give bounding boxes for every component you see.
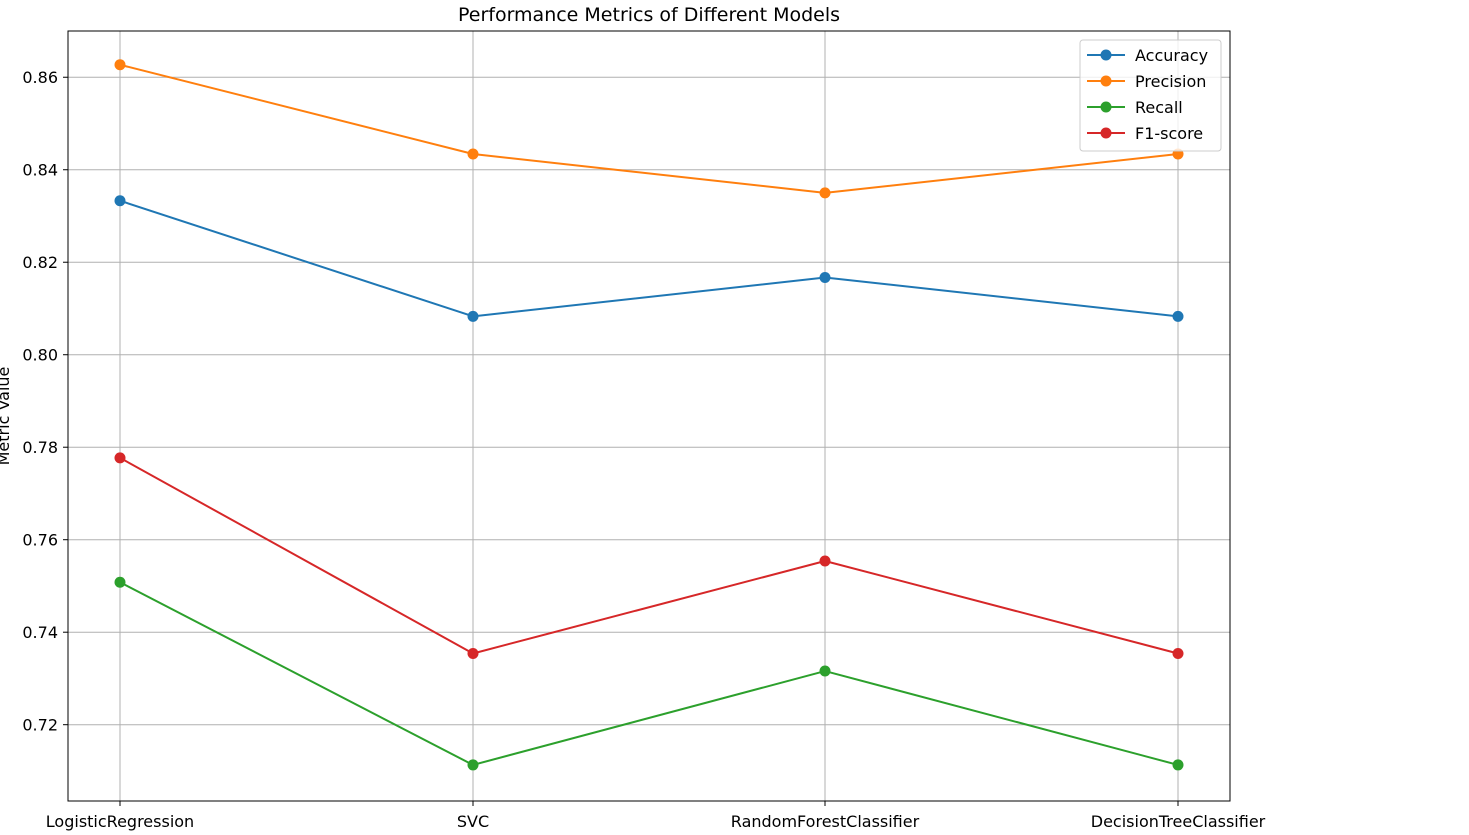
- legend-box: [1079, 39, 1222, 152]
- y-tick-label: 0.72: [22, 716, 58, 735]
- x-tick-label: LogisticRegression: [46, 812, 194, 831]
- y-tick-label: 0.78: [22, 438, 58, 457]
- y-tick-label: 0.84: [22, 161, 58, 180]
- legend-entry: Accuracy: [1087, 46, 1208, 65]
- legend-label: F1-score: [1135, 124, 1203, 143]
- x-tick-label: SVC: [457, 812, 489, 831]
- series-layer: [114, 59, 1184, 771]
- series-precision: [114, 59, 1184, 199]
- legend-swatch-marker: [1100, 49, 1112, 61]
- y-axis-label: Metric Value: [0, 367, 13, 466]
- grid: [68, 31, 1230, 801]
- series-f1-score: [114, 452, 1184, 659]
- legend-entry: Precision: [1087, 72, 1206, 91]
- series-line: [119, 581, 1179, 766]
- y-tick-label: 0.74: [22, 623, 58, 642]
- data-point: [1172, 759, 1184, 771]
- series-line: [119, 456, 1179, 655]
- data-point: [467, 310, 479, 322]
- data-point: [1172, 310, 1184, 322]
- legend-swatch-marker: [1100, 75, 1112, 87]
- y-tick-label: 0.82: [22, 253, 58, 272]
- data-point: [467, 148, 479, 160]
- legend-swatch-marker: [1100, 101, 1112, 113]
- y-tick-label: 0.76: [22, 531, 58, 550]
- data-point: [114, 195, 126, 207]
- chart-title: Performance Metrics of Different Models: [458, 4, 840, 26]
- legend: Accuracy Precision Recall F1-score: [1079, 39, 1222, 152]
- plot-frame: [67, 30, 1231, 802]
- legend-label: Precision: [1135, 72, 1206, 91]
- x-tick-label: RandomForestClassifier: [731, 812, 920, 831]
- data-point: [819, 555, 831, 567]
- data-point: [819, 665, 831, 677]
- legend-label: Recall: [1135, 98, 1183, 117]
- legend-swatch-marker: [1100, 127, 1112, 139]
- data-point: [819, 187, 831, 199]
- legend-entry: Recall: [1087, 98, 1183, 117]
- data-point: [467, 759, 479, 771]
- y-tick-label: 0.80: [22, 346, 58, 365]
- series-recall: [114, 576, 1184, 771]
- axes: LogisticRegression SVC RandomForestClassif…: [22, 68, 1265, 831]
- series-line: [119, 63, 1179, 194]
- data-point: [1172, 647, 1184, 659]
- legend-entry: F1-score: [1087, 124, 1203, 143]
- data-point: [114, 452, 126, 464]
- legend-label: Accuracy: [1135, 46, 1208, 65]
- x-tick-label: DecisionTreeClassifier: [1091, 812, 1266, 831]
- series-line: [119, 199, 1179, 318]
- y-tick-label: 0.86: [22, 68, 58, 87]
- data-point: [819, 271, 831, 283]
- series-accuracy: [114, 195, 1184, 322]
- data-point: [114, 59, 126, 71]
- data-point: [114, 576, 126, 588]
- data-point: [467, 647, 479, 659]
